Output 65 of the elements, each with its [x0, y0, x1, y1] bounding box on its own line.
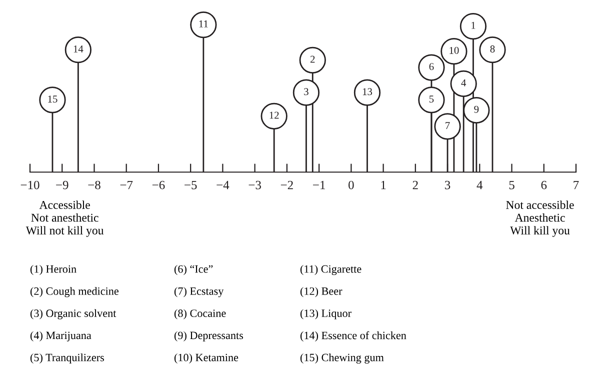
point	[418, 54, 445, 81]
text: (1) Heroin	[30, 264, 76, 276]
text: (4) Marijuana	[30, 331, 92, 342]
annotation: 4	[461, 79, 466, 86]
annotation: 10	[450, 46, 459, 54]
point	[450, 70, 477, 98]
x-tick-label: −7	[120, 180, 133, 190]
point	[354, 79, 381, 106]
text: (8) Cocaine	[174, 309, 226, 320]
x-tick-label: 0	[348, 180, 354, 190]
x-tick-label: 4	[476, 180, 483, 190]
annotation: 15	[48, 96, 58, 103]
text: (9) Depressants	[174, 331, 244, 342]
x-tick-label: 7	[574, 180, 579, 190]
annotation: 13	[362, 88, 372, 96]
x-tick-label: −5	[184, 180, 197, 190]
annotation: 2	[310, 56, 315, 63]
text: (14) Essence of chicken	[300, 331, 406, 342]
point	[418, 86, 445, 114]
x-tick-label: 5	[509, 180, 514, 190]
annotation: 3	[304, 88, 308, 96]
text: (15) Chewing gum	[300, 353, 384, 364]
x-tick-label: −8	[88, 180, 100, 190]
text: (7) Ecstasy	[174, 287, 224, 298]
annotation: 11	[199, 20, 208, 28]
text: (2) Cough medicine	[30, 287, 118, 298]
point	[292, 79, 320, 106]
x-tick-label: −6	[152, 180, 165, 190]
text: (11) Cigarette	[300, 264, 362, 276]
point	[434, 113, 461, 140]
x-tick-label: −4	[216, 180, 230, 190]
x-tick-label: −9	[56, 180, 68, 190]
text: (5) Tranquilizers	[30, 353, 104, 364]
x-tick-label: −10	[20, 180, 40, 190]
x-tick-label: −2	[280, 180, 293, 190]
x-tick-label: −1	[313, 180, 325, 190]
x-tick-label: 6	[541, 180, 547, 190]
text: Accessible Not anesthetic Will not kill you	[26, 200, 104, 237]
point	[64, 36, 92, 64]
text: (13) Liquor	[300, 309, 352, 320]
x-tick-label: −3	[248, 180, 261, 190]
text: Not accessible Anesthetic Will kill you	[506, 200, 574, 237]
annotation: 7	[446, 122, 450, 129]
point	[440, 38, 468, 65]
annotation: 12	[270, 112, 279, 119]
text: (10) Ketamine	[174, 353, 238, 364]
point	[479, 36, 506, 64]
annotation: 14	[74, 45, 84, 52]
point	[299, 46, 326, 74]
point	[460, 12, 487, 40]
annotation: 5	[429, 96, 434, 103]
x-tick-label: 2	[412, 180, 418, 190]
annotation: 9	[474, 106, 479, 113]
annotation: 1	[472, 22, 476, 29]
point	[39, 86, 66, 114]
x-tick-label: 3	[445, 180, 450, 190]
point	[260, 102, 288, 130]
text: (3) Organic solvent	[30, 309, 116, 320]
text: (12) Beer	[300, 287, 342, 298]
point	[463, 96, 490, 124]
annotation: 8	[490, 45, 495, 52]
point	[190, 11, 217, 38]
annotation: 6	[429, 63, 434, 70]
x-tick-label: 1	[381, 180, 386, 190]
text: (6) “Ice”	[174, 264, 213, 276]
